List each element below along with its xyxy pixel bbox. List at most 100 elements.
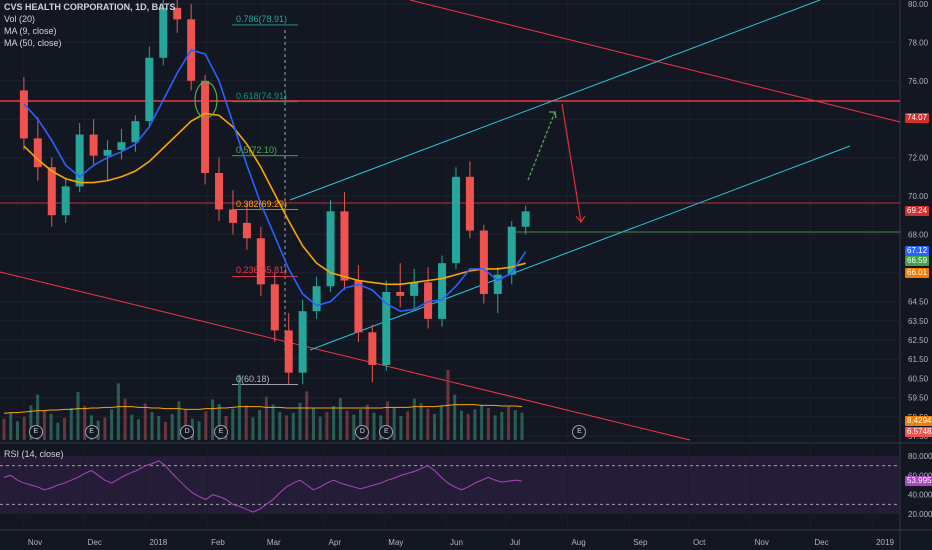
down-arrow-head xyxy=(575,215,586,224)
candle-body xyxy=(103,149,112,156)
candle-body xyxy=(451,176,460,264)
volume-bar xyxy=(486,408,490,440)
volume-bar xyxy=(507,406,511,440)
event-badge[interactable]: E xyxy=(84,425,99,439)
volume-bar xyxy=(500,412,504,440)
fib-level-label: 0.618(74.91) xyxy=(236,90,288,101)
volume-bar xyxy=(63,418,67,440)
event-badge[interactable]: E xyxy=(572,425,587,439)
price-tag: 74.07 xyxy=(905,112,930,123)
volume-bar xyxy=(372,412,376,440)
volume-bar xyxy=(513,410,517,440)
ma9-line xyxy=(23,49,527,313)
rsi-tick-label: 20.0000 xyxy=(908,510,932,519)
volume-bar xyxy=(49,414,53,440)
price-tag: 66.01 xyxy=(905,267,930,278)
event-badge[interactable]: D xyxy=(180,425,195,439)
volume-bar xyxy=(69,408,73,440)
x-tick-label: Jul xyxy=(510,538,520,547)
volume-bar xyxy=(291,412,295,440)
volume-bar xyxy=(278,412,282,440)
candle-body xyxy=(396,292,405,296)
volume-bar xyxy=(520,412,524,440)
candle-body xyxy=(493,274,502,294)
volume-bar xyxy=(385,401,389,440)
candle-body xyxy=(479,230,488,294)
candle-body xyxy=(228,209,237,223)
volume-bar xyxy=(332,406,336,440)
volume-bar xyxy=(204,411,208,440)
x-tick-label: Jun xyxy=(450,538,463,547)
volume-bar xyxy=(311,408,315,440)
volume-bar xyxy=(2,418,6,440)
volume-bar xyxy=(359,409,363,440)
volume-bar xyxy=(157,416,161,440)
event-badge[interactable]: E xyxy=(28,425,43,439)
y-tick-label: 72.00 xyxy=(908,154,929,163)
rsi-band xyxy=(0,456,900,514)
candle-body xyxy=(521,211,530,227)
volume-bar xyxy=(352,414,356,440)
price-tag: 66.59 xyxy=(905,256,930,267)
legend-ma50[interactable]: MA (50, close) xyxy=(4,38,62,48)
candle-body xyxy=(368,332,377,365)
up-arrow-head xyxy=(549,111,557,119)
y-tick-label: 64.50 xyxy=(908,298,929,307)
y-tick-label: 80.00 xyxy=(908,0,929,9)
volume-bar xyxy=(298,402,302,440)
candle-body xyxy=(75,134,84,187)
volume-bar xyxy=(433,414,437,440)
volume-bar xyxy=(56,422,60,440)
candle-body xyxy=(215,172,224,210)
volume-bar xyxy=(211,399,215,440)
fib-level-label: 0(60.18) xyxy=(236,373,270,384)
candle-body xyxy=(438,263,447,319)
x-tick-label: Mar xyxy=(267,538,281,547)
event-badge[interactable]: D xyxy=(355,425,370,439)
candle-body xyxy=(424,282,433,319)
candle-body xyxy=(61,186,70,216)
candle-body xyxy=(410,282,419,296)
y-tick-label: 78.00 xyxy=(908,38,929,47)
volume-bar xyxy=(36,394,40,440)
legend-volume[interactable]: Vol (20) xyxy=(4,14,36,24)
volume-bar xyxy=(15,421,19,440)
volume-bar xyxy=(143,403,147,440)
volume-bar xyxy=(412,398,416,440)
candle-body xyxy=(19,90,28,139)
volume-bar xyxy=(325,412,329,440)
candle-body xyxy=(173,7,182,20)
volume-bar xyxy=(271,404,275,440)
event-badge[interactable]: E xyxy=(214,425,229,439)
volume-bar xyxy=(83,406,87,440)
y-tick-label: 61.50 xyxy=(908,355,929,364)
legend-rsi[interactable]: RSI (14, close) xyxy=(4,449,64,459)
volume-bar xyxy=(197,421,201,440)
candle-body xyxy=(117,142,126,150)
down-arrow xyxy=(561,103,582,223)
candle-body xyxy=(33,138,42,168)
candle-body xyxy=(47,167,56,216)
x-tick-label: Aug xyxy=(571,538,585,547)
volume-bar xyxy=(345,410,349,440)
volume-bar xyxy=(251,417,255,440)
price-tag: 69.24 xyxy=(905,205,930,216)
legend-ma9[interactable]: MA (9, close) xyxy=(4,26,57,36)
x-tick-label: Nov xyxy=(755,538,769,547)
rsi-tick-label: 80.0000 xyxy=(908,452,932,461)
x-tick-label: Apr xyxy=(329,538,342,547)
x-tick-label: Oct xyxy=(693,538,706,547)
candle-body xyxy=(89,134,98,156)
volume-bar xyxy=(177,401,181,440)
candle-body xyxy=(465,176,474,231)
event-badge[interactable]: E xyxy=(379,425,394,439)
volume-bar xyxy=(318,416,322,440)
x-tick-label: May xyxy=(388,538,403,547)
volume-bar xyxy=(150,412,154,440)
volume-bar xyxy=(76,392,80,440)
x-tick-label: Feb xyxy=(211,538,225,547)
y-tick-label: 59.50 xyxy=(908,394,929,403)
candle-body xyxy=(340,211,349,281)
volume-bar xyxy=(237,374,241,440)
